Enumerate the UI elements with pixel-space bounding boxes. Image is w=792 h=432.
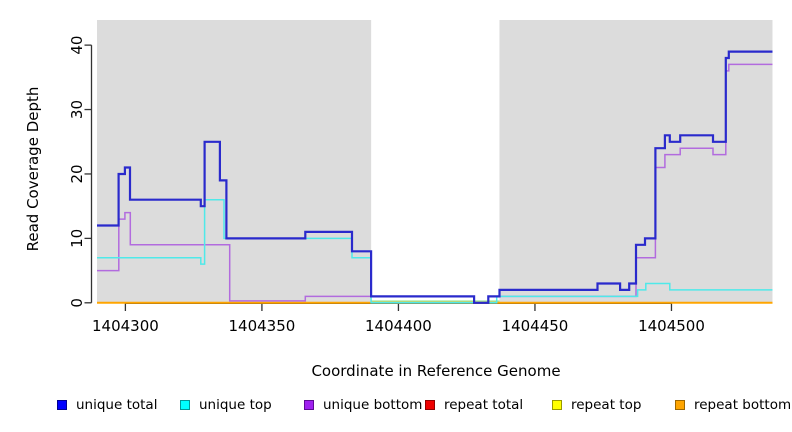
legend-item-unique-total: unique total <box>57 397 157 413</box>
repeat-bottom-swatch-icon <box>675 400 685 410</box>
legend-label: unique total <box>76 397 158 413</box>
coverage-depth-plot: 0 10 20 30 40 1404300 1404350 1404400 1404450 140… <box>68 20 773 335</box>
legend-item-repeat-top: repeat top <box>552 397 641 413</box>
y-tick-label: 10 <box>68 229 86 248</box>
x-tick-label: 1404450 <box>502 317 569 335</box>
repeat-total-swatch-icon <box>425 400 435 410</box>
legend-item-unique-top: unique top <box>180 397 272 413</box>
y-tick-label: 0 <box>68 298 86 308</box>
x-tick-label: 1404350 <box>229 317 296 335</box>
legend-item-unique-bottom: unique bottom <box>304 397 422 413</box>
x-tick-label: 1404500 <box>638 317 705 335</box>
x-tick-label: 1404300 <box>92 317 159 335</box>
y-tick-label: 20 <box>68 164 86 183</box>
series-unique-total-line <box>97 50 773 304</box>
legend-label: repeat top <box>571 397 642 413</box>
unique-total-swatch-icon <box>57 400 67 410</box>
y-tick-label: 40 <box>68 36 86 55</box>
legend-item-repeat-total: repeat total <box>425 397 523 413</box>
repeat-top-swatch-icon <box>552 400 562 410</box>
unique-top-swatch-icon <box>180 400 190 410</box>
x-axis-title: Coordinate in Reference Genome <box>311 362 561 380</box>
legend-label: repeat total <box>444 397 524 413</box>
legend-label: unique top <box>199 397 272 413</box>
x-tick-label: 1404400 <box>365 317 432 335</box>
left-gray-region <box>97 20 372 303</box>
y-tick-label: 30 <box>68 100 86 119</box>
y-axis-title: Read Coverage Depth <box>24 86 42 252</box>
legend-label: unique bottom <box>323 397 423 413</box>
legend-label: repeat bottom <box>694 397 792 413</box>
unique-bottom-swatch-icon <box>304 400 314 410</box>
legend-item-repeat-bottom: repeat bottom <box>675 397 791 413</box>
